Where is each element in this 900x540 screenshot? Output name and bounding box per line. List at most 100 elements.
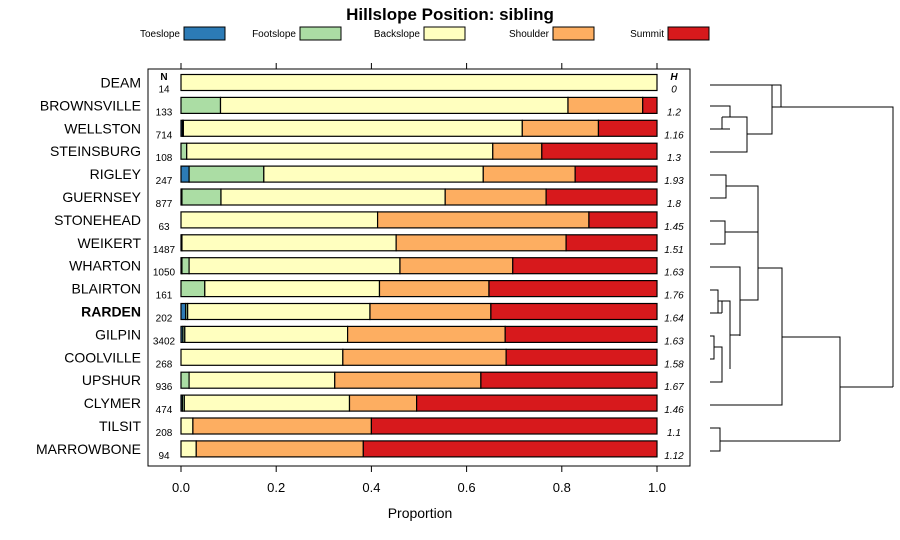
bar-segment-blairton-summit [488,280,658,298]
category-label-deam: DEAM [101,75,141,91]
category-label-stonehead: STONEHEAD [54,212,141,228]
bar-segment-gilpin-summit [504,325,658,343]
n-value-blairton: 161 [156,291,173,302]
n-header: N [160,72,167,83]
h-value-gilpin: 1.63 [664,336,684,347]
bar-segment-wellston-shoulder [521,119,600,137]
h-value-upshur: 1.67 [664,382,684,393]
bar-segment-tilsit-summit [370,417,658,435]
bar-segment-upshur-summit [480,371,658,389]
dendrogram [710,84,894,452]
category-label-coolville: COOLVILLE [64,349,141,365]
bar-segment-wharton-summit [512,257,658,275]
category-label-marrowbone: MARROWBONE [36,441,141,457]
bar-segment-wharton-shoulder [399,257,514,275]
bar-segment-rigley-summit [574,165,658,183]
n-value-rarden: 202 [156,314,173,325]
dendrogram-branch [710,174,727,199]
bar-segment-brownsville-summit [642,96,658,115]
legend-label-footslope: Footslope [252,29,296,40]
dendrogram-branch [710,346,723,383]
n-value-brownsville: 133 [156,107,173,118]
bar-segment-rigley-toeslope [180,165,190,183]
dendrogram-branch [710,335,715,360]
bar-segment-coolville-shoulder [342,348,507,366]
n-value-coolville: 268 [156,359,173,370]
bar-segment-upshur-footslope [180,371,190,389]
bar-segment-rarden-toeslope [180,302,187,321]
category-label-blairton: BLAIRTON [71,281,141,297]
dendrogram-branch [710,267,783,406]
n-value-rigley: 247 [156,176,173,187]
h-value-guernsey: 1.8 [667,199,681,210]
legend-label-shoulder: Shoulder [509,29,550,40]
bar-segment-steinsburg-shoulder [492,142,543,160]
legend-swatch-shoulder [552,26,595,41]
h-value-wellston: 1.16 [664,130,684,141]
legend-label-backslope: Backslope [374,29,421,40]
category-label-rarden: RARDEN [81,304,141,320]
bar-segment-wellston-summit [597,119,658,137]
chart-title: Hillslope Position: sibling [346,5,554,24]
h-value-deam: 0 [671,85,677,96]
dendrogram-branch [710,105,731,118]
bar-segment-wellston-backslope [182,119,523,137]
h-value-clymer: 1.46 [664,405,684,416]
bar-segment-steinsburg-summit [541,142,658,160]
n-value-weikert: 1487 [153,245,176,256]
legend-label-summit: Summit [630,29,664,40]
bar-segment-brownsville-shoulder [567,96,644,115]
h-value-brownsville: 1.2 [667,107,681,118]
bar-segment-marrowbone-backslope [180,440,197,458]
legend-label-toeslope: Toeslope [140,29,180,40]
bar-segment-guernsey-footslope [181,188,222,206]
x-axis-title: Proportion [388,505,453,521]
bar-segment-tilsit-backslope [180,417,194,435]
h-value-weikert: 1.51 [664,245,683,256]
bars-group: DEAM 14 0 BROWNSVILLE 133 1.2 WELLSTON 714 1.16 S… [36,73,684,462]
x-tick-label: 0.6 [458,480,476,495]
n-value-steinsburg: 108 [156,153,173,164]
bar-segment-tilsit-shoulder [192,417,372,435]
bar-segment-blairton-shoulder [378,280,490,298]
category-label-tilsit: TILSIT [99,418,141,434]
x-axis: 0.0 0.2 0.4 0.6 0.8 1.0 [172,63,666,495]
bar-segment-clymer-summit [416,394,658,412]
x-tick-label: 0.2 [267,480,285,495]
bar-segment-rigley-shoulder [482,165,576,183]
dendrogram-branch [771,85,894,387]
bar-segment-rarden-summit [490,302,658,321]
n-value-wellston: 714 [156,130,173,141]
dendrogram-branch [710,289,719,313]
category-label-brownsville: BROWNSVILLE [40,97,141,113]
legend: Toeslope Footslope Backslope Shoulder Summit [140,26,710,41]
dendrogram-branch [730,116,748,134]
category-label-wharton: WHARTON [69,258,141,274]
bar-segment-weikert-shoulder [395,234,567,252]
bar-segment-brownsville-footslope [180,96,222,115]
bar-segment-coolville-summit [505,348,658,366]
category-label-clymer: CLYMER [84,395,141,411]
x-tick-label: 0.4 [362,480,380,495]
h-value-blairton: 1.76 [664,291,684,302]
n-value-marrowbone: 94 [158,451,170,462]
bar-segment-weikert-summit [565,234,658,252]
bar-segment-guernsey-summit [545,188,658,206]
dendrogram-branch [726,185,759,268]
bar-segment-gilpin-shoulder [347,325,506,343]
category-label-wellston: WELLSTON [64,120,141,136]
legend-swatch-footslope [299,26,342,41]
legend-swatch-backslope [423,26,466,41]
bar-segment-marrowbone-summit [362,440,658,458]
h-value-stonehead: 1.45 [664,222,684,233]
n-value-deam: 14 [158,85,170,96]
x-tick-label: 0.8 [553,480,571,495]
bar-segment-steinsburg-backslope [186,142,494,160]
bar-segment-rigley-footslope [188,165,265,183]
bar-segment-coolville-backslope [180,348,344,366]
category-label-guernsey: GUERNSEY [62,189,141,205]
bar-segment-clymer-shoulder [348,394,418,412]
n-value-guernsey: 877 [156,199,173,210]
category-label-gilpin: GILPIN [95,326,141,342]
bar-segment-upshur-shoulder [334,371,482,389]
